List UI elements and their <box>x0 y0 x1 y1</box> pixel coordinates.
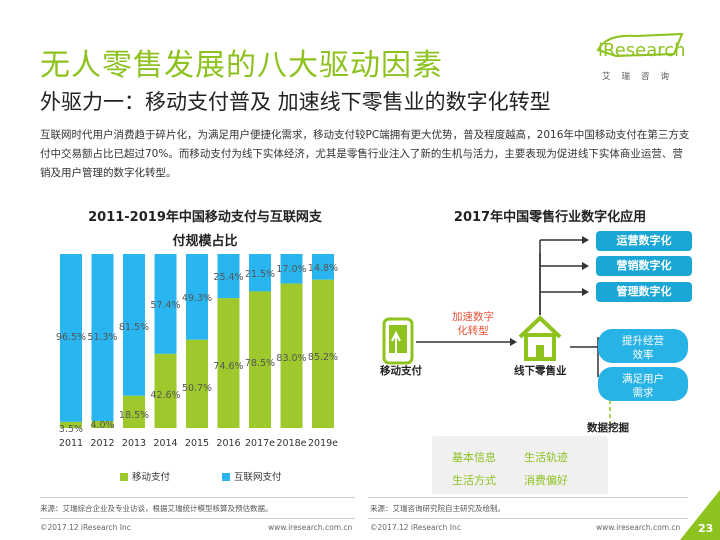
bar-mobile-payment-2014 <box>154 353 177 428</box>
logo-tagline: 艾瑞咨询 <box>602 72 681 82</box>
bar-internet-payment-2019e <box>312 254 334 280</box>
benefit-efficiency-line2: 效率 <box>632 349 654 361</box>
x-tick-label-2017e: 2017e <box>245 438 275 449</box>
legend-swatch-internet <box>222 473 230 481</box>
flow-label-line1: 加速数字 <box>452 311 494 323</box>
iresearch-logo <box>596 32 684 58</box>
flow-arrow-head <box>510 338 517 346</box>
benefit-user-needs-line1: 满足用户 <box>622 373 664 385</box>
legend-swatch-mobile <box>120 473 128 481</box>
bar-internet-payment-2011 <box>60 254 82 422</box>
bar-mobile-payment-2017e <box>249 291 271 428</box>
branch-arrow-1 <box>582 236 589 244</box>
data-tag-consumption-preference: 消费偏好 <box>524 474 568 487</box>
data-label-mobile-2014: 42.6% <box>150 390 180 401</box>
flow-label-line2: 化转型 <box>457 325 489 337</box>
bar-internet-payment-2015 <box>186 254 208 340</box>
x-tick-label-2013: 2013 <box>122 438 146 449</box>
bar-mobile-payment-2011 <box>60 421 82 428</box>
bar-mobile-payment-2015 <box>186 339 208 428</box>
mobile-pay-label: 移动支付 <box>380 365 422 377</box>
legend-label-internet: 互联网支付 <box>234 471 282 483</box>
bar-mobile-payment-2012 <box>91 421 114 428</box>
data-label-internet-2018e: 17.0% <box>276 264 306 275</box>
footer-right-copyright: ©2017.12 iResearch Inc <box>370 523 461 532</box>
data-label-mobile-2018e: 83.0% <box>276 353 306 364</box>
bar-internet-payment-2018e <box>280 254 303 284</box>
stacked-bar-chart: 2011 2012 2013 2014 2015 2016 2017e 2018e 2019e 9… <box>56 254 338 483</box>
output-management-digital: 管理数字化 <box>596 282 692 302</box>
page-corner-triangle <box>680 490 720 540</box>
bar-internet-payment-2017e <box>249 254 271 292</box>
branch-arrow-2 <box>582 262 589 270</box>
footer-left-url: www.iresearch.com.cn <box>268 523 353 532</box>
bar-mobile-payment-2016 <box>217 298 240 428</box>
data-label-mobile-2013: 18.5% <box>119 410 149 421</box>
left-source: 来源：艾瑞综合企业及专业访谈，根据艾瑞统计模型核算及预估数据。 <box>40 504 273 513</box>
logo-brand: iResearch <box>598 40 686 61</box>
benefit-efficiency-line1: 提升经营 <box>622 335 664 347</box>
page-title: 无人零售发展的八大驱动因素 <box>40 48 443 83</box>
data-label-internet-2016: 25.4% <box>213 272 243 283</box>
x-tick-label-2018e: 2018e <box>276 438 306 449</box>
data-tag-life-trajectory: 生活轨迹 <box>524 451 568 464</box>
logo-swoosh-icon <box>596 32 684 58</box>
flow-diagram <box>382 236 614 430</box>
x-tick-label-2012: 2012 <box>90 438 114 449</box>
mobile-pay-icon <box>382 317 414 365</box>
footer-divider-right <box>368 518 688 519</box>
data-mining-label: 数据挖掘 <box>587 422 629 434</box>
offline-retail-label: 线下零售业 <box>514 365 567 377</box>
x-tick-label-2019e: 2019e <box>308 438 338 449</box>
legend-label-mobile: 移动支付 <box>132 471 171 483</box>
right-divider <box>368 497 688 498</box>
data-label-internet-2014: 57.4% <box>150 300 180 311</box>
store-house-icon <box>518 315 562 361</box>
data-tag-basic-info: 基本信息 <box>452 451 496 464</box>
right-panel-title: 2017年中国零售行业数字化应用 <box>453 210 647 225</box>
x-tick-label-2011: 2011 <box>59 438 83 449</box>
footer-divider-left <box>40 518 355 519</box>
branch-arrow-3 <box>582 288 589 296</box>
intro-paragraph: 互联网时代用户消费趋于碎片化，为满足用户便捷化需求，移动支付较PC端拥有更大优势… <box>40 129 690 179</box>
benefit-user-needs: 满足用户 需求 <box>598 367 688 401</box>
bar-internet-payment-2013 <box>123 254 145 396</box>
data-label-mobile-2011: 3.5% <box>59 424 83 435</box>
data-label-mobile-2012: 4.0% <box>90 420 114 431</box>
output-marketing-digital: 营销数字化 <box>596 256 692 276</box>
footer-left-copyright: ©2017.12 iResearch Inc <box>40 523 131 532</box>
bar-mobile-payment-2019e <box>312 279 334 428</box>
x-tick-label-2015: 2015 <box>185 438 209 449</box>
benefit-user-needs-line2: 需求 <box>632 387 654 399</box>
data-label-mobile-2016: 74.6% <box>213 361 243 372</box>
footer-right-url: www.iresearch.com.cn <box>596 523 681 532</box>
data-label-internet-2017e: 21.5% <box>245 269 275 280</box>
bar-internet-payment-2012 <box>91 254 114 422</box>
left-divider <box>40 497 355 498</box>
data-label-mobile-2019e: 85.2% <box>308 352 338 363</box>
x-tick-label-2016: 2016 <box>216 438 240 449</box>
chart-title-line1: 2011-2019年中国移动支付与互联网支 <box>88 210 322 225</box>
page-subtitle: 外驱力一：移动支付普及 加速线下零售业的数字化转型 <box>40 90 551 114</box>
flow-label: 加速数字 化转型 <box>448 310 498 338</box>
data-label-internet-2011: 96.5% <box>56 332 86 343</box>
bar-mobile-payment-2013 <box>123 395 145 428</box>
data-tag-lifestyle: 生活方式 <box>452 474 496 487</box>
x-tick-label-2014: 2014 <box>153 438 177 449</box>
bar-mobile-payment-2018e <box>280 283 303 428</box>
data-label-internet-2015: 49.3% <box>182 293 212 304</box>
data-label-internet-2012: 51.3% <box>87 332 117 343</box>
right-source: 来源：艾瑞咨询研究院自主研究及绘制。 <box>370 504 505 513</box>
data-label-mobile-2015: 50.7% <box>182 383 212 394</box>
data-tags-box <box>432 436 608 494</box>
data-label-internet-2019e: 14.8% <box>308 263 338 274</box>
data-label-mobile-2017e: 78.5% <box>245 358 275 369</box>
page-number: 23 <box>698 522 714 535</box>
output-operation-digital: 运营数字化 <box>596 231 692 251</box>
bar-internet-payment-2014 <box>154 254 177 354</box>
data-label-internet-2013: 81.5% <box>119 322 149 333</box>
benefit-efficiency: 提升经营 效率 <box>598 329 688 363</box>
chart-title-line2: 付规模占比 <box>172 234 238 249</box>
bar-internet-payment-2016 <box>217 254 240 299</box>
